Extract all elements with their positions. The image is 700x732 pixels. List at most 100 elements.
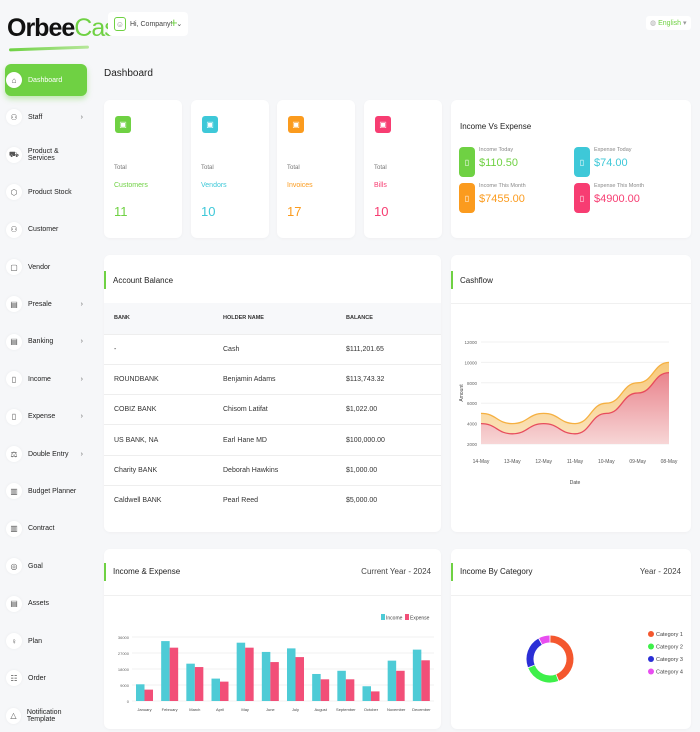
bar-expense [194, 667, 204, 701]
sidebar-item-label: Order [28, 674, 46, 682]
chevron-right-icon: › [80, 300, 83, 308]
sidebar-item-double-entry[interactable]: ⚖ Double Entry › [5, 438, 87, 470]
bar-income [161, 641, 170, 701]
sidebar-item-staff[interactable]: ⚇ Staff › [5, 101, 87, 133]
x-tick-label: November [387, 707, 406, 712]
table-cell: Deborah Hawkins [213, 454, 336, 486]
balance-icon: ⚖ [6, 446, 22, 462]
bar-income [362, 686, 371, 701]
bar-expense [220, 681, 229, 701]
summary-amount: $110.50 [479, 157, 518, 169]
column-header[interactable]: BANK [104, 303, 213, 334]
table-cell: Earl Hane MD [213, 424, 336, 456]
sidebar-item-goal[interactable]: ◎ Goal [5, 550, 87, 582]
sidebar-item-label: Contract [28, 525, 55, 533]
stat-card-customers[interactable]: ▣ Total Customers 11 [104, 100, 182, 238]
cart-icon: ⛟ [6, 146, 22, 163]
chevron-down-icon: ⌄ [176, 21, 183, 28]
donut-slice-2 [528, 665, 559, 683]
note-icon: ▢ [6, 259, 22, 275]
legend-label: Category 3 [656, 657, 683, 663]
order-icon: ☷ [6, 670, 22, 687]
bar-expense [345, 679, 355, 701]
bar-expense [169, 647, 179, 701]
stat-card-invoices[interactable]: ▣ Total Invoices 17 [277, 100, 355, 238]
stat-card-bills[interactable]: ▣ Total Bills 10 [364, 100, 442, 238]
sidebar-item-label: Budget Planner [28, 487, 77, 495]
x-tick-label: 13-May [504, 459, 521, 465]
sidebar-item-expense[interactable]: ▯ Expense › [5, 401, 87, 433]
sidebar-item-order[interactable]: ☷ Order [5, 662, 87, 694]
sidebar-item-label: Banking [28, 338, 54, 346]
legend-label: Category 4 [656, 670, 683, 676]
table-row: - Cash $111,201.65 [104, 333, 441, 365]
globe-icon: ◍ [650, 20, 657, 27]
sidebar-item-label: Product & Services [27, 147, 59, 162]
bar-expense [320, 679, 330, 701]
calculator-icon: ▤ [6, 595, 22, 612]
bar-income [186, 663, 195, 701]
sidebar-item-label: Notification Template [26, 708, 62, 723]
column-header[interactable]: BALANCE [336, 303, 441, 334]
donut-slice-1 [550, 635, 574, 681]
column-header[interactable]: HOLDER NAME [213, 303, 336, 334]
x-axis-label: Date [570, 480, 581, 486]
bar-income [412, 649, 422, 701]
note-icon: ▣ [202, 116, 218, 133]
table-cell: Benjamin Adams [213, 363, 336, 395]
sidebar-item-dashboard[interactable]: ⌂ Dashboard [5, 64, 87, 96]
accent-bar [104, 271, 106, 289]
stat-value: 17 [287, 204, 302, 219]
x-tick-label: October [364, 707, 379, 712]
stat-value: 10 [201, 204, 216, 219]
sidebar-item-vendor[interactable]: ▢ Vendor [5, 251, 87, 283]
sidebar-item-product-services[interactable]: ⛟ Product & Services [5, 139, 87, 171]
invoice-icon: ▣ [288, 116, 304, 133]
legend-label: Expense [410, 616, 430, 622]
x-tick-label: 10-May [598, 459, 615, 465]
sidebar-item-banking[interactable]: ▤ Banking › [5, 326, 87, 358]
legend-dot [648, 643, 654, 650]
document-icon: ▯ [574, 183, 590, 213]
sidebar-item-label: Plan [28, 637, 43, 645]
bar-income [312, 673, 321, 701]
table-cell: ROUNDBANK [104, 363, 213, 395]
card-title: Income & Expense [113, 567, 181, 576]
stat-card-vendors[interactable]: ▣ Total Vendors 10 [191, 100, 269, 238]
table-cell: Charity BANK [104, 454, 213, 486]
receipt-icon: ▯ [6, 408, 22, 425]
sidebar-item-product-stock[interactable]: ⬡ Product Stock [5, 176, 87, 208]
bar-expense [371, 691, 380, 701]
sidebar-item-assets[interactable]: ▤ Assets [5, 588, 87, 620]
accent-bar [451, 271, 453, 289]
sidebar-item-income[interactable]: ▯ Income › [5, 363, 87, 395]
x-tick-label: February [162, 707, 178, 712]
donut-slice-4 [539, 635, 550, 645]
table-cell: - [104, 333, 213, 365]
sidebar-item-notification-template[interactable]: △ Notification Template [5, 700, 87, 732]
sidebar-item-contract[interactable]: ▥ Contract [5, 513, 87, 545]
table-cell: $113,743.32 [336, 363, 441, 395]
company-name: Hi, Company! [130, 20, 173, 28]
company-switcher[interactable]: ☺ Hi, Company! ⌄ [108, 12, 189, 36]
table-cell: Cash [213, 333, 336, 365]
sidebar-item-presale[interactable]: ▤ Presale › [5, 288, 87, 320]
target-icon: ◎ [6, 558, 22, 575]
card-title: Account Balance [113, 276, 174, 285]
x-tick-label: January [137, 707, 151, 712]
sidebar-item-label: Product Stock [28, 188, 72, 196]
table-cell: $100,000.00 [336, 424, 441, 456]
x-tick-label: March [189, 707, 200, 712]
area-series-2 [481, 372, 669, 444]
table-cell: Chisom Latifat [213, 394, 336, 425]
sidebar-item-plan[interactable]: ♀ Plan [5, 625, 87, 657]
language-selector[interactable]: ◍ English ▾ [646, 16, 691, 30]
sidebar-item-budget-planner[interactable]: ▥ Budget Planner [5, 475, 87, 507]
table-cell: $1,022.00 [336, 394, 441, 425]
table-row: ROUNDBANK Benjamin Adams $113,743.32 [104, 363, 441, 395]
sidebar-item-label: Double Entry [28, 450, 69, 458]
plus-icon[interactable]: + [170, 15, 178, 30]
legend-label: Income [386, 616, 403, 622]
sidebar-item-customer[interactable]: ⚇ Customer [5, 214, 87, 246]
table-cell: $111,201.65 [336, 333, 441, 365]
